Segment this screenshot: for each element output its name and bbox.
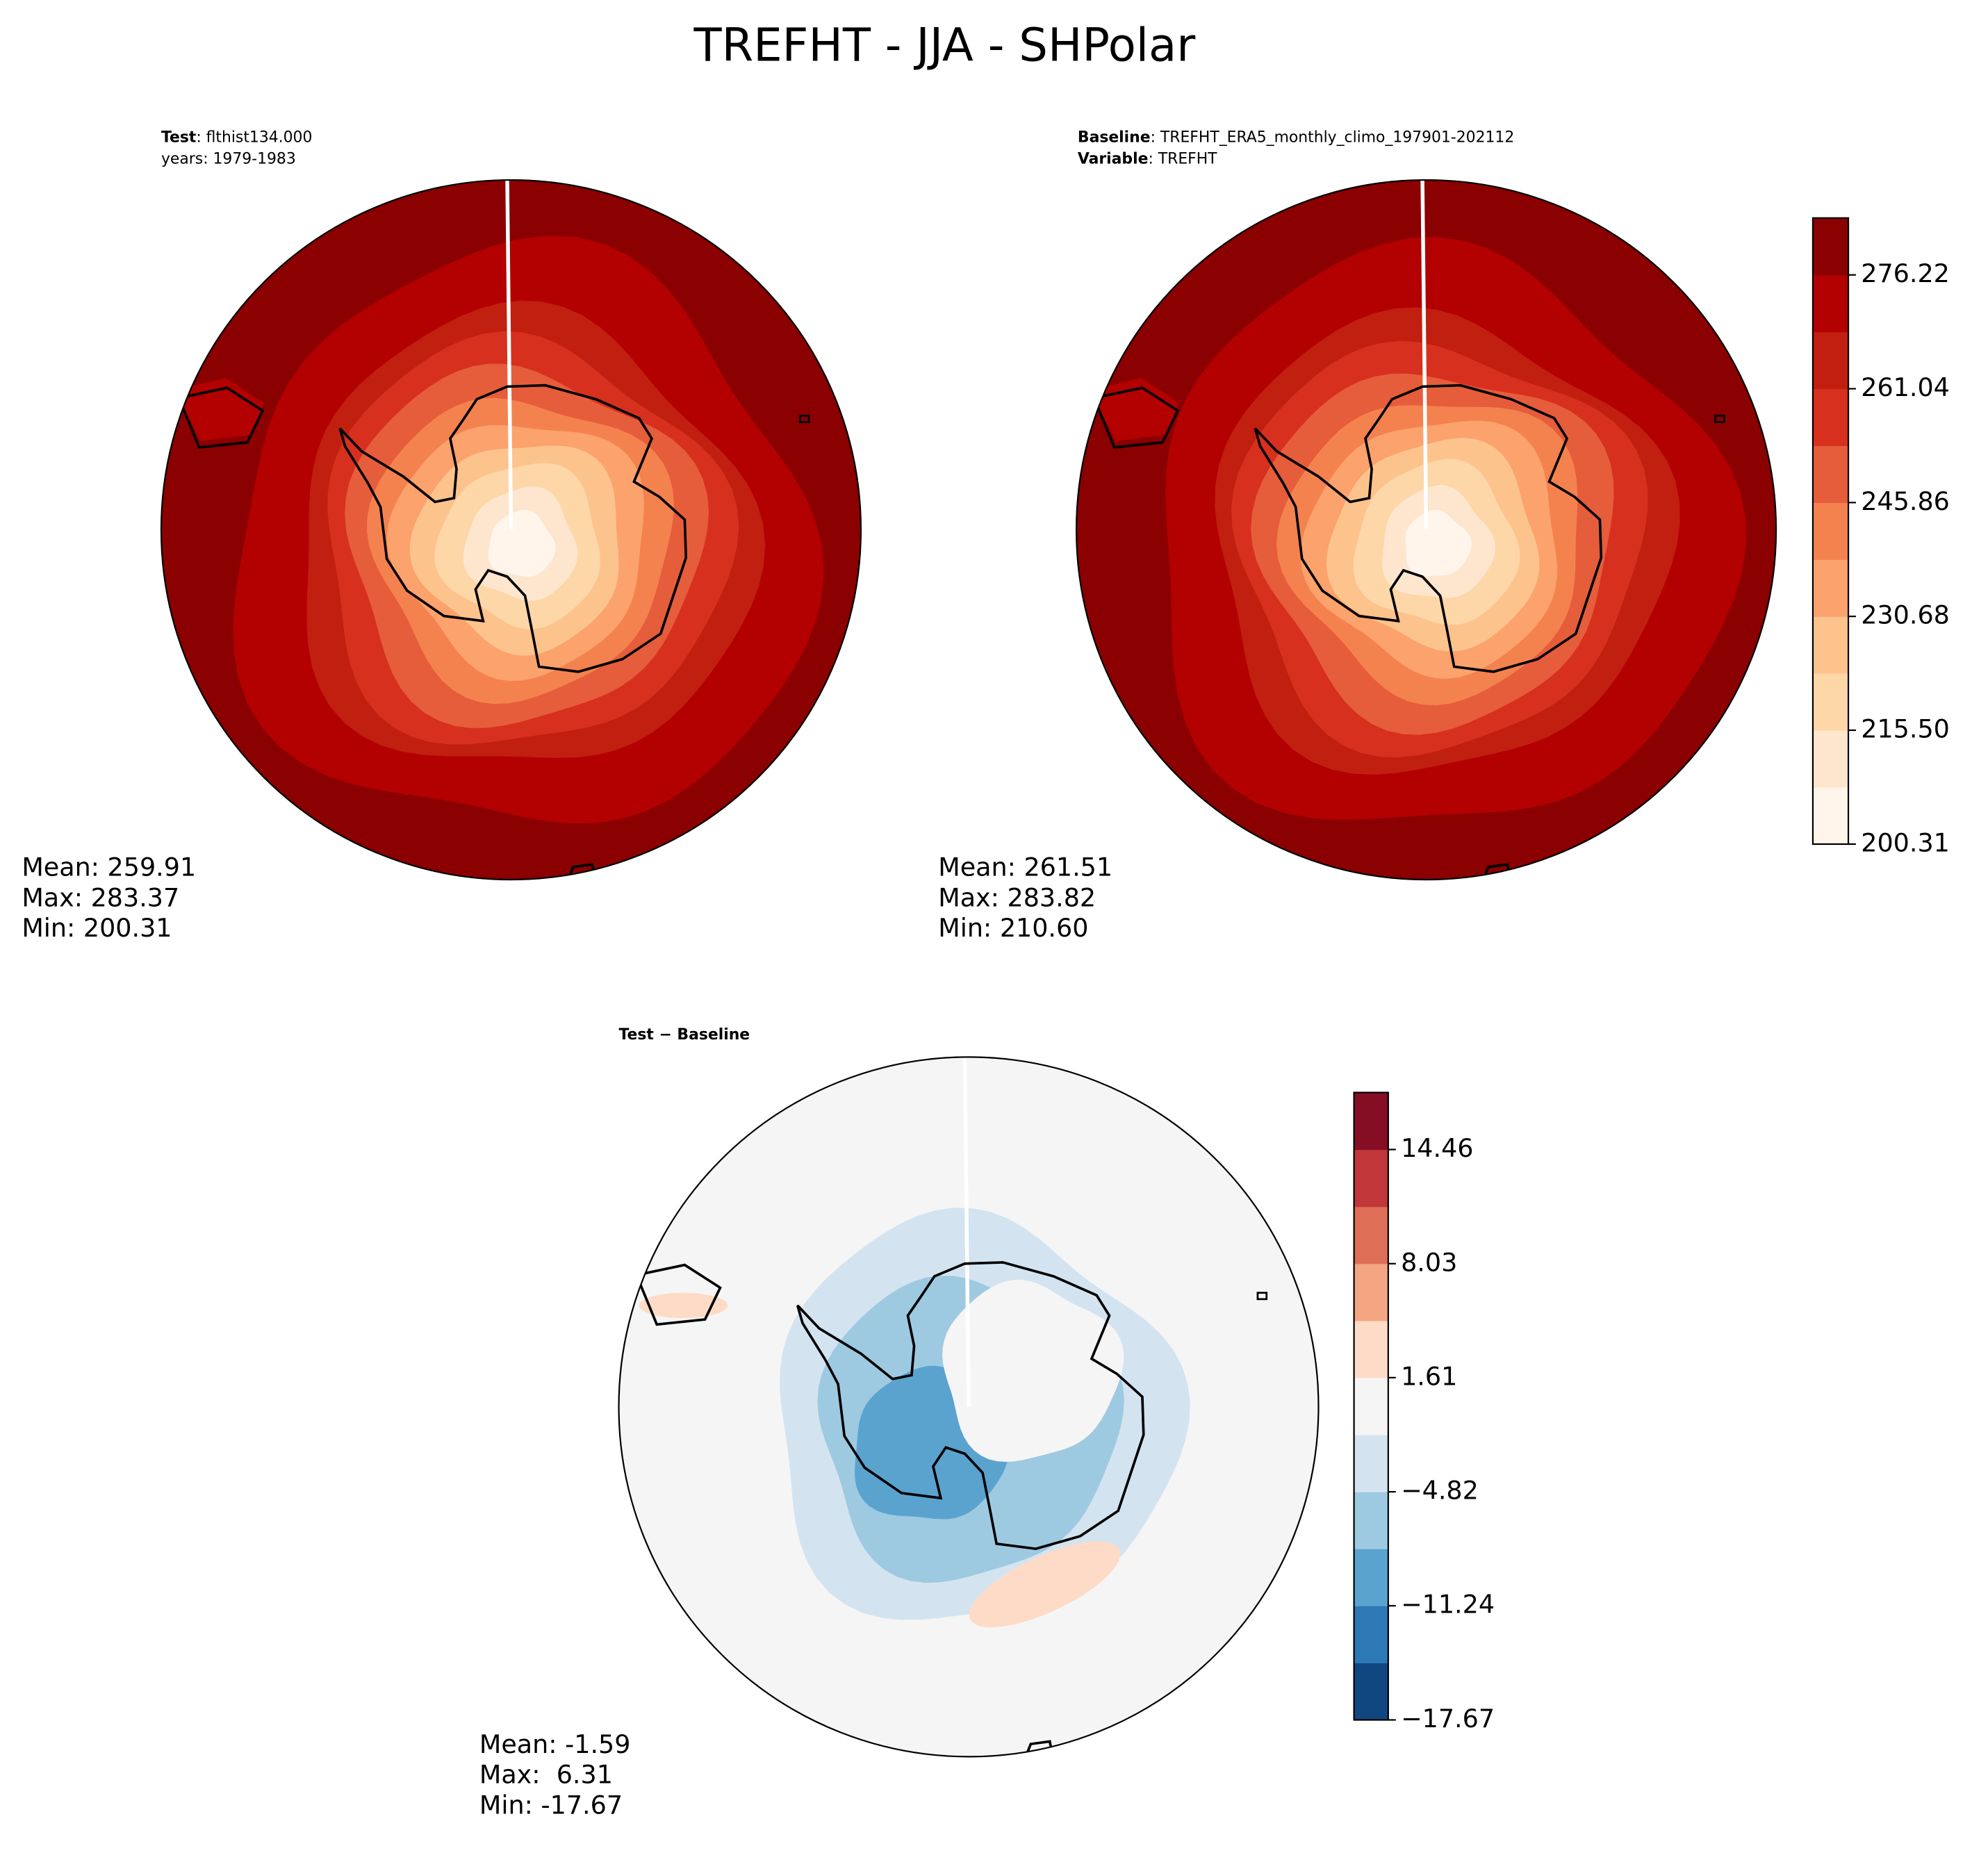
map bbox=[618, 1057, 1319, 1757]
colorbar-tick-label: −4.82 bbox=[1401, 1476, 1479, 1506]
map-border bbox=[1075, 179, 1777, 881]
coastline bbox=[1254, 384, 1603, 673]
colorbar-band bbox=[1812, 559, 1849, 617]
panel-header: Test − Baseline bbox=[619, 1026, 750, 1044]
header-value: years: 1979-1983 bbox=[161, 150, 296, 167]
header-key: Baseline bbox=[1078, 129, 1151, 146]
colorbar-band bbox=[1354, 1606, 1388, 1663]
stat-text: Mean: -1.59 bbox=[479, 1729, 631, 1759]
contour bbox=[1405, 509, 1472, 577]
map bbox=[161, 180, 861, 880]
colorbar-band bbox=[1354, 1377, 1388, 1435]
panel-header: Baseline: TREFHT_ERA5_monthly_climo_1979… bbox=[1078, 129, 1514, 146]
colorbar-tick-label: 230.68 bbox=[1861, 600, 1950, 630]
stat-text: Min: 210.60 bbox=[938, 913, 1088, 943]
map-border bbox=[618, 1056, 1320, 1758]
colorbar-band bbox=[1354, 1435, 1388, 1492]
missing-meridian bbox=[1420, 180, 1429, 530]
contour bbox=[488, 509, 556, 577]
colorbar-band bbox=[1812, 730, 1849, 788]
header-value: : TREFHT_ERA5_monthly_climo_197901-20211… bbox=[1151, 129, 1515, 146]
stat-text: Max: 283.37 bbox=[22, 882, 179, 912]
panel-header: Test: flthist134.000 bbox=[161, 129, 312, 146]
coastline bbox=[1256, 1292, 1268, 1301]
colorbar-tick-label: 215.50 bbox=[1861, 714, 1950, 743]
figure-title: TREFHT - JJA - SHPolar bbox=[693, 19, 1195, 72]
colorbar-tick-label: −17.67 bbox=[1401, 1704, 1495, 1733]
colorbar-tick-label: −11.24 bbox=[1401, 1590, 1495, 1620]
colorbar-band bbox=[1354, 1263, 1388, 1321]
header-value: : TREFHT bbox=[1148, 150, 1217, 167]
panel-header: years: 1979-1983 bbox=[161, 150, 296, 167]
colorbar-band bbox=[1354, 1149, 1388, 1208]
coastline bbox=[799, 414, 810, 423]
colorbar-band bbox=[1812, 274, 1849, 333]
header-key: Test − Baseline bbox=[619, 1026, 750, 1044]
coastline bbox=[1092, 386, 1180, 449]
contour bbox=[969, 1541, 1121, 1628]
stat-text: Max: 6.31 bbox=[479, 1760, 613, 1790]
colorbar-band bbox=[1812, 502, 1849, 560]
colorbar-tick-label: 200.31 bbox=[1861, 827, 1950, 857]
colorbar-band bbox=[1354, 1320, 1388, 1378]
colorbar-frame bbox=[1353, 1092, 1389, 1721]
colorbar-tick-label: 245.86 bbox=[1861, 486, 1950, 516]
colorbar-band bbox=[1812, 217, 1849, 276]
header-key: Test bbox=[161, 129, 196, 146]
colorbar-band bbox=[1812, 787, 1849, 845]
stat-text: Min: 200.31 bbox=[22, 913, 172, 943]
colorbar-tick-label: 8.03 bbox=[1401, 1247, 1457, 1277]
map-border bbox=[160, 179, 862, 881]
contour bbox=[942, 1280, 1124, 1463]
colorbar-band bbox=[1812, 616, 1849, 674]
colorbar-band bbox=[1354, 1549, 1388, 1606]
header-key: Variable bbox=[1078, 150, 1149, 167]
colorbar-tick-label: 14.46 bbox=[1401, 1133, 1473, 1163]
colorbar-tick-label: 276.22 bbox=[1861, 258, 1950, 288]
stat-text: Min: -17.67 bbox=[479, 1790, 623, 1820]
missing-meridian bbox=[962, 1057, 971, 1407]
missing-meridian bbox=[505, 180, 514, 530]
colorbar-band bbox=[1354, 1663, 1388, 1721]
coastline bbox=[177, 386, 265, 449]
stat-text: Mean: 261.51 bbox=[938, 853, 1112, 882]
colorbar-band bbox=[1812, 388, 1849, 447]
colorbar-band bbox=[1354, 1206, 1388, 1265]
coastline bbox=[338, 384, 688, 673]
colorbar-band bbox=[1812, 445, 1849, 503]
contour bbox=[639, 1292, 728, 1319]
coastline bbox=[634, 1263, 722, 1326]
colorbar-band bbox=[1812, 331, 1849, 390]
colorbar-band bbox=[1354, 1092, 1388, 1151]
stat-text: Mean: 259.91 bbox=[22, 853, 196, 882]
colorbar-tick-label: 1.61 bbox=[1401, 1361, 1457, 1391]
colorbar-band bbox=[1812, 673, 1849, 731]
map bbox=[1076, 180, 1777, 880]
header-value: : flthist134.000 bbox=[196, 129, 312, 146]
panel-header: Variable: TREFHT bbox=[1078, 150, 1217, 167]
colorbar-frame bbox=[1812, 217, 1850, 846]
coastline bbox=[796, 1261, 1145, 1551]
stat-text: Max: 283.82 bbox=[938, 882, 1096, 912]
colorbar-tick-label: 261.04 bbox=[1861, 372, 1950, 402]
coastline bbox=[1714, 414, 1725, 423]
colorbar-band bbox=[1354, 1492, 1388, 1549]
